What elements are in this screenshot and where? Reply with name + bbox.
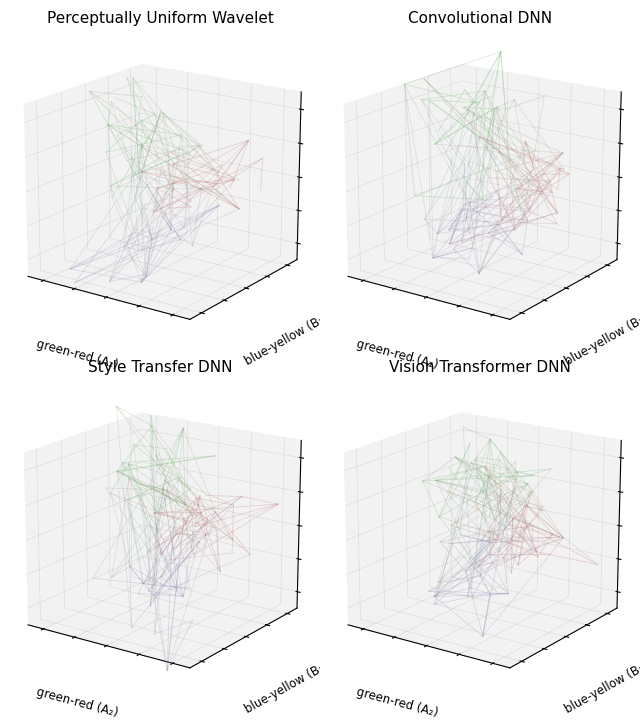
X-axis label: green-red (A₂): green-red (A₂)	[355, 685, 440, 719]
X-axis label: green-red (A₂): green-red (A₂)	[35, 685, 120, 719]
Y-axis label: blue-yellow (B₂): blue-yellow (B₂)	[242, 659, 330, 717]
Title: Style Transfer DNN: Style Transfer DNN	[88, 359, 232, 375]
Title: Perceptually Uniform Wavelet: Perceptually Uniform Wavelet	[47, 11, 273, 26]
Y-axis label: blue-yellow (B₂): blue-yellow (B₂)	[562, 311, 640, 368]
X-axis label: green-red (A₂): green-red (A₂)	[355, 337, 440, 371]
X-axis label: green-red (A₂): green-red (A₂)	[35, 337, 120, 371]
Title: Convolutional DNN: Convolutional DNN	[408, 11, 552, 26]
Title: Vision Transformer DNN: Vision Transformer DNN	[389, 359, 571, 375]
Y-axis label: blue-yellow (B₂): blue-yellow (B₂)	[562, 659, 640, 717]
Y-axis label: blue-yellow (B₂): blue-yellow (B₂)	[242, 311, 330, 368]
